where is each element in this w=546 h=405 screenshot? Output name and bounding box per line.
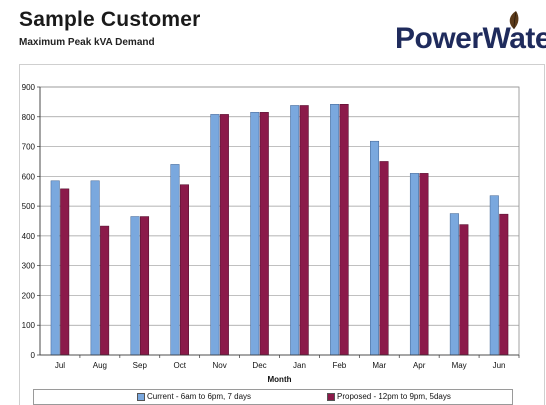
bar-proposed: [60, 188, 70, 356]
y-tick-label: 400: [22, 232, 36, 241]
x-tick-label: Aug: [93, 361, 107, 370]
y-tick-label: 0: [31, 351, 36, 360]
x-tick-label: Oct: [173, 361, 186, 370]
y-tick-label: 800: [22, 113, 36, 122]
bar-proposed: [179, 184, 189, 356]
brand-logo: PowerWater: [395, 22, 546, 55]
x-tick-label: Dec: [252, 361, 266, 370]
bar-current: [50, 180, 60, 356]
legend-item-proposed: Proposed - 12pm to 9pm, 5days: [327, 392, 451, 401]
page-title: Sample Customer: [19, 8, 201, 31]
bar-proposed: [379, 161, 389, 356]
chart-frame: [19, 64, 545, 405]
bar-current: [449, 213, 459, 356]
x-tick-label: Apr: [413, 361, 426, 370]
x-tick-label: Jun: [493, 361, 506, 370]
y-tick-label: 300: [22, 262, 36, 271]
x-tick-label: Jan: [293, 361, 306, 370]
legend-swatch-current: [137, 392, 145, 401]
bar-proposed: [259, 112, 269, 356]
y-tick-label: 700: [22, 143, 36, 152]
x-tick-label: Nov: [213, 361, 227, 370]
bar-current: [250, 112, 260, 356]
bar-proposed: [459, 224, 469, 356]
y-tick-label: 900: [22, 83, 36, 92]
y-tick-label: 500: [22, 202, 36, 211]
bar-current: [210, 114, 220, 356]
bar-proposed: [499, 213, 509, 356]
bar-current: [409, 173, 419, 356]
bar-current: [489, 195, 499, 356]
bar-proposed: [419, 173, 429, 356]
bar-proposed: [140, 216, 150, 356]
y-tick-label: 100: [22, 321, 36, 330]
legend-label-current: Current - 6am to 6pm, 7 days: [147, 392, 252, 401]
leaf-icon: [509, 11, 519, 30]
legend-label-proposed: Proposed - 12pm to 9pm, 5days: [337, 392, 451, 401]
bar-current: [90, 180, 100, 356]
x-tick-label: Mar: [372, 361, 386, 370]
legend-swatch-proposed: [327, 392, 335, 401]
plot-area: [39, 86, 520, 356]
bar-proposed: [219, 114, 229, 356]
bar-current: [330, 104, 340, 356]
y-tick-label: 600: [22, 172, 36, 181]
bar-proposed: [339, 104, 349, 356]
bar-current: [370, 140, 380, 356]
legend-item-current: Current - 6am to 6pm, 7 days: [137, 392, 251, 401]
bar-current: [290, 105, 300, 356]
chart-legend: Current - 6am to 6pm, 7 days Proposed - …: [33, 389, 513, 405]
x-tick-label: Feb: [332, 361, 346, 370]
page-subtitle: Maximum Peak kVA Demand: [19, 37, 155, 48]
bar-proposed: [299, 105, 309, 356]
bar-current: [170, 164, 180, 356]
x-tick-label: Jul: [55, 361, 65, 370]
bar-current: [130, 216, 140, 356]
x-tick-label: May: [452, 361, 467, 370]
y-tick-label: 200: [22, 291, 36, 300]
x-axis-title: Month: [268, 375, 292, 384]
x-tick-label: Sep: [133, 361, 148, 370]
bar-proposed: [100, 225, 110, 356]
